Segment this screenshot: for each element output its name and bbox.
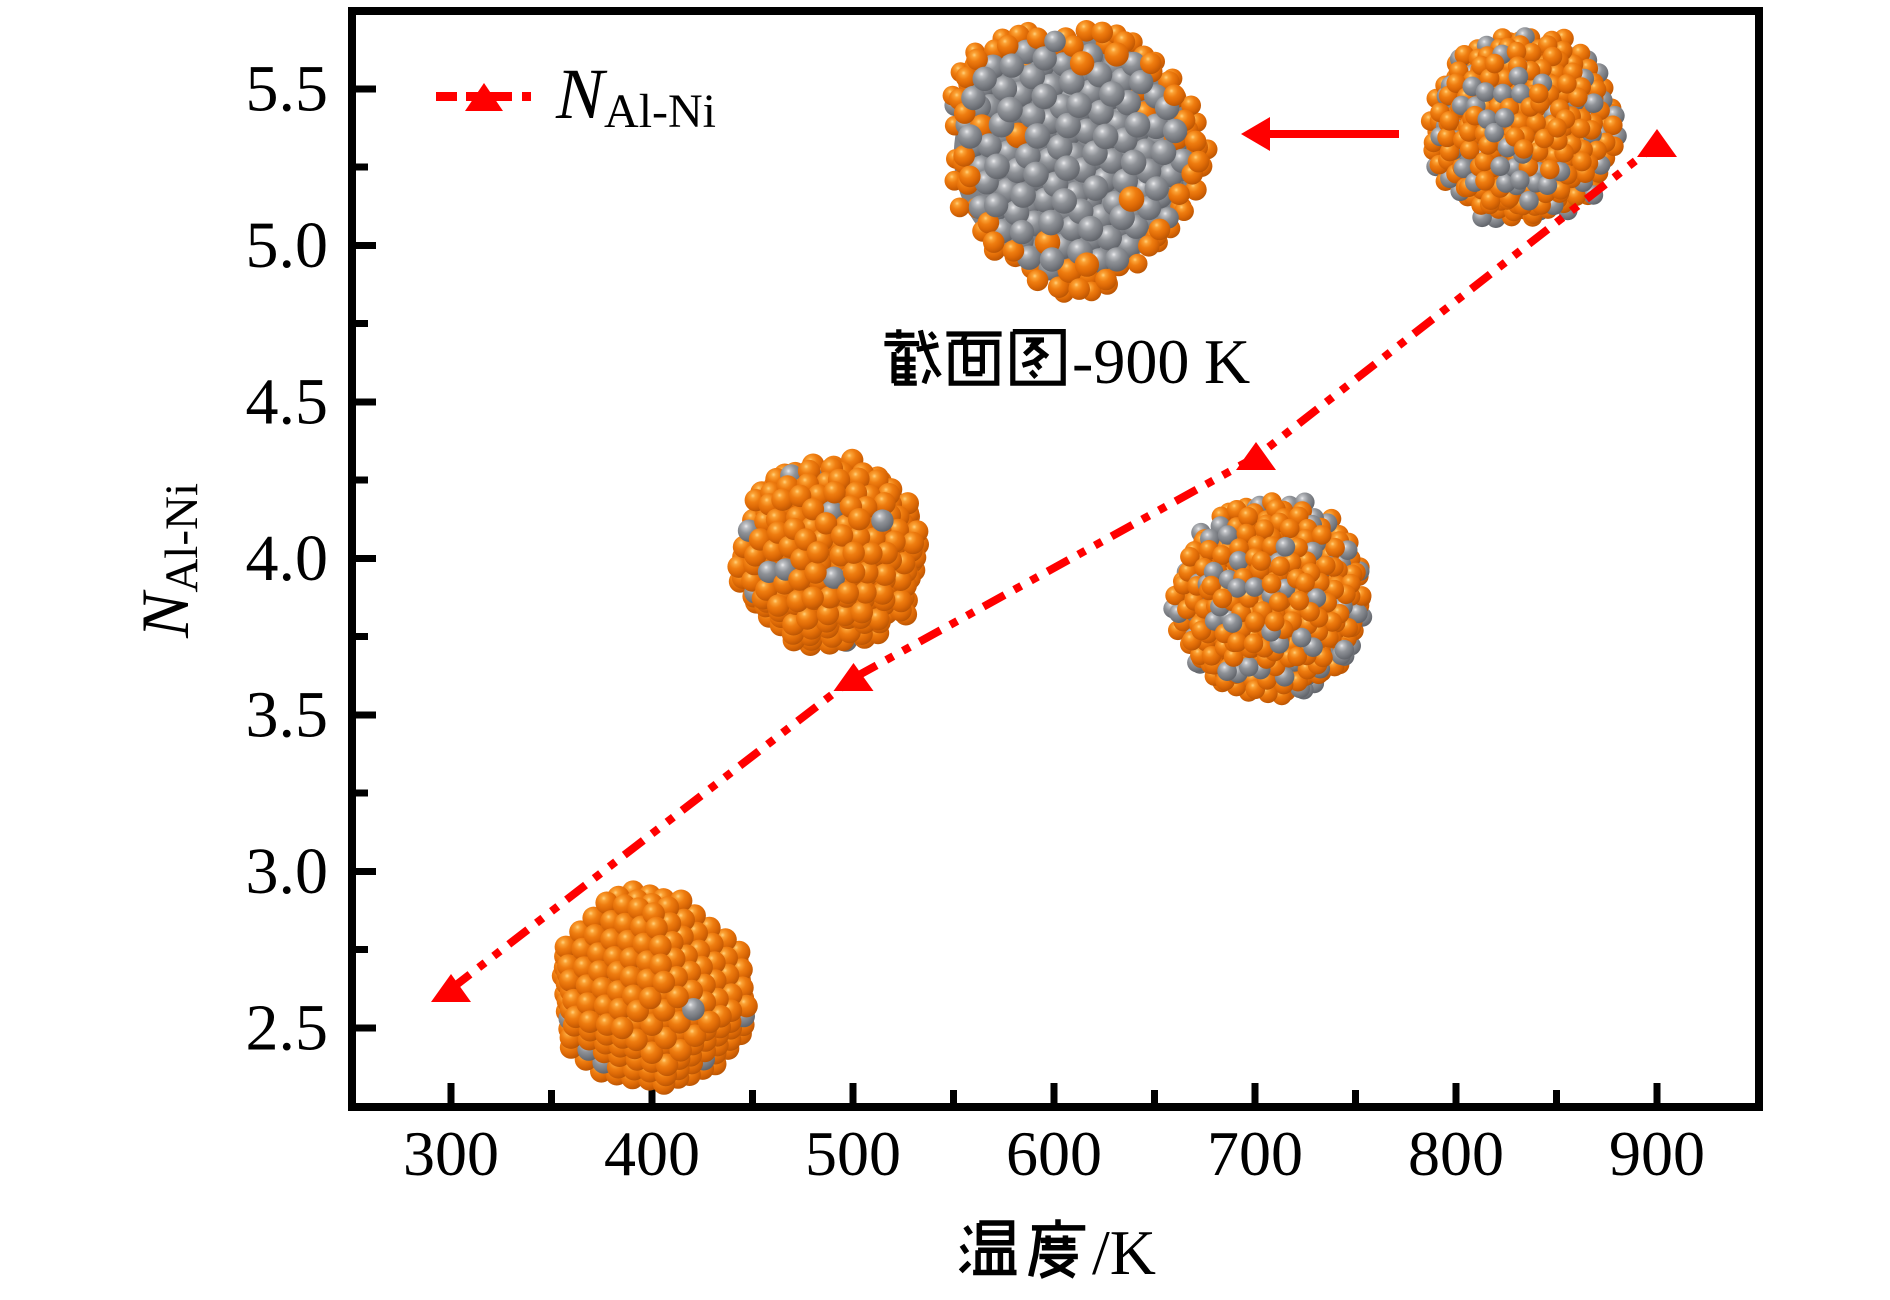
svg-text:-900: -900 bbox=[1072, 326, 1189, 397]
svg-text:/K: /K bbox=[1092, 1217, 1156, 1288]
svg-text:900: 900 bbox=[1609, 1118, 1705, 1189]
svg-text:K: K bbox=[1204, 326, 1250, 397]
svg-text:5.0: 5.0 bbox=[246, 209, 329, 282]
svg-text:800: 800 bbox=[1408, 1118, 1504, 1189]
svg-text:500: 500 bbox=[805, 1118, 901, 1189]
svg-text:4.0: 4.0 bbox=[246, 522, 329, 595]
svg-text:3.5: 3.5 bbox=[246, 679, 329, 752]
svg-text:600: 600 bbox=[1006, 1118, 1102, 1189]
svg-text:400: 400 bbox=[604, 1118, 700, 1189]
svg-text:3.0: 3.0 bbox=[246, 835, 329, 908]
svg-text:4.5: 4.5 bbox=[246, 366, 329, 439]
svg-text:5.5: 5.5 bbox=[246, 53, 329, 126]
svg-text:700: 700 bbox=[1207, 1118, 1303, 1189]
svg-text:2.5: 2.5 bbox=[246, 992, 329, 1065]
svg-text:300: 300 bbox=[403, 1118, 499, 1189]
